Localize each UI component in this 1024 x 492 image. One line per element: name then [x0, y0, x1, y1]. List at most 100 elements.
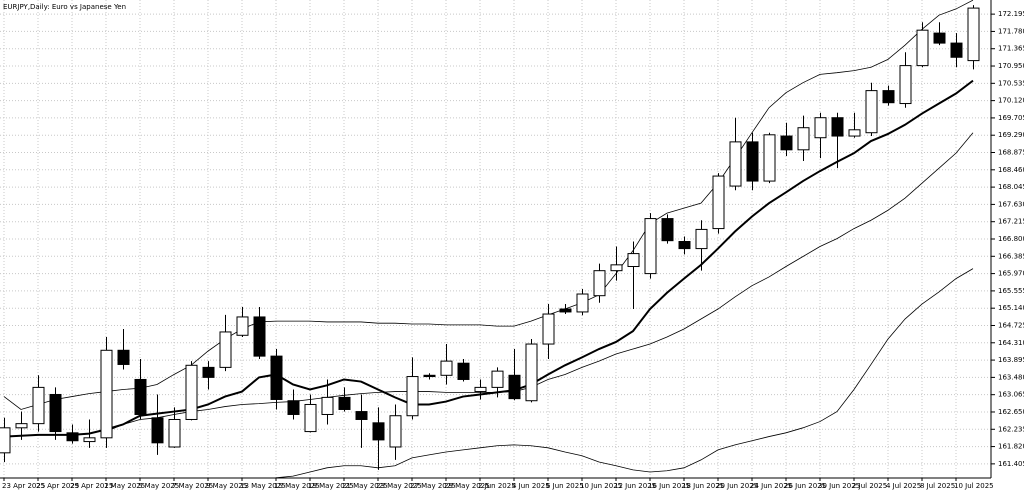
candle-body — [66, 432, 79, 442]
candle-body — [117, 349, 130, 365]
candle-body — [287, 400, 300, 415]
candle-body — [15, 423, 28, 429]
candle-body — [406, 376, 419, 417]
y-tick-label: 163.065 — [998, 391, 1024, 399]
candle-body — [338, 396, 351, 410]
x-tick-label: 21 May 2025 — [342, 482, 388, 490]
x-tick-label: 23 Apr 2025 — [2, 482, 45, 490]
candle-body — [236, 316, 249, 336]
y-tick-label: 171.780 — [998, 27, 1024, 35]
x-tick-label: 10 Jun 2025 — [580, 482, 622, 490]
y-tick-label: 166.385 — [998, 252, 1024, 260]
indicator-line — [3, 79, 974, 438]
x-tick-label: 12 Jun 2025 — [614, 482, 656, 490]
candle-body — [933, 32, 946, 44]
y-tick-label: 163.480 — [998, 373, 1024, 381]
indicator-line — [3, 0, 974, 410]
candle-body — [814, 117, 827, 139]
x-tick-label: 9 May 2025 — [206, 482, 247, 490]
candle-body — [661, 218, 674, 242]
x-tick-label: 24 Jun 2025 — [750, 482, 792, 490]
y-tick-label: 167.215 — [998, 218, 1024, 226]
candle-body — [83, 437, 96, 443]
candle-body — [695, 228, 708, 250]
candle-body — [610, 264, 623, 272]
candle-body — [389, 415, 402, 448]
candle-body — [32, 386, 45, 425]
candle-body — [49, 393, 62, 433]
candle-body — [440, 360, 453, 376]
candle-body — [372, 422, 385, 441]
x-tick-label: 27 May 2025 — [410, 482, 456, 490]
candle-body — [0, 427, 11, 454]
candle-body — [100, 349, 113, 439]
x-tick-label: 16 Jun 2025 — [648, 482, 690, 490]
y-tick-label: 162.650 — [998, 408, 1024, 416]
candle-body — [304, 403, 317, 433]
x-tick-label: 2 Jun 2025 — [478, 482, 516, 490]
candle-body — [916, 29, 929, 67]
chart-title: EURJPY,Daily: Euro vs Japanese Yen — [3, 3, 126, 11]
y-tick-label: 165.970 — [998, 270, 1024, 278]
x-tick-label: 8 Jul 2025 — [920, 482, 955, 490]
y-tick-label: 172.195 — [998, 10, 1024, 18]
y-tick-label: 167.630 — [998, 200, 1024, 208]
y-tick-label: 161.820 — [998, 443, 1024, 451]
y-tick-label: 163.895 — [998, 356, 1024, 364]
y-tick-label: 169.705 — [998, 114, 1024, 122]
candle-body — [508, 374, 521, 400]
x-tick-label: 13 May 2025 — [240, 482, 286, 490]
axis-labels: 172.195 171.780 171.365 170.950 170.535 170.1… — [2, 10, 1024, 490]
x-tick-label: 5 May 2025 — [138, 482, 179, 490]
y-tick-label: 168.460 — [998, 166, 1024, 174]
candle-body — [729, 141, 742, 187]
candle-body — [474, 386, 487, 393]
y-tick-label: 161.405 — [998, 460, 1024, 468]
y-tick-label: 162.235 — [998, 425, 1024, 433]
x-tick-label: 19 May 2025 — [308, 482, 354, 490]
y-tick-label: 166.800 — [998, 235, 1024, 243]
candle-body — [542, 313, 555, 345]
candle-body — [831, 117, 844, 137]
x-tick-label: 1 May 2025 — [104, 482, 145, 490]
candle-body — [525, 343, 538, 402]
y-tick-label: 165.555 — [998, 287, 1024, 295]
plot-area — [0, 0, 980, 478]
candle-body — [899, 65, 912, 105]
x-tick-label: 6 Jun 2025 — [546, 482, 584, 490]
x-tick-label: 4 Jun 2025 — [512, 482, 550, 490]
y-tick-label: 165.140 — [998, 304, 1024, 312]
y-tick-label: 170.950 — [998, 62, 1024, 70]
candle-body — [270, 355, 283, 400]
candle-body — [423, 374, 436, 378]
candle-body — [763, 134, 776, 182]
x-tick-label: 15 May 2025 — [274, 482, 320, 490]
x-tick-label: 20 Jun 2025 — [716, 482, 758, 490]
x-tick-label: 18 Jun 2025 — [682, 482, 724, 490]
y-tick-label: 164.310 — [998, 339, 1024, 347]
candle-body — [355, 411, 368, 420]
y-tick-label: 168.045 — [998, 183, 1024, 191]
candle-body — [321, 396, 334, 415]
candle-body — [491, 370, 504, 388]
candle-body — [780, 135, 793, 151]
y-tick-label: 168.875 — [998, 149, 1024, 157]
candle-body — [559, 308, 572, 313]
candle-body — [865, 90, 878, 134]
candle-body — [678, 241, 691, 250]
candle-body — [457, 362, 470, 380]
x-tick-label: 30 Jun 2025 — [818, 482, 860, 490]
candle-body — [219, 331, 232, 368]
candle-body — [576, 293, 589, 313]
x-tick-label: 23 May 2025 — [376, 482, 422, 490]
y-tick-label: 171.365 — [998, 45, 1024, 53]
candle-body — [185, 364, 198, 420]
x-tick-label: 2 Jul 2025 — [852, 482, 887, 490]
candle-body — [882, 90, 895, 104]
y-tick-label: 169.290 — [998, 131, 1024, 139]
x-tick-label: 4 Jul 2025 — [886, 482, 921, 490]
x-tick-label: 29 May 2025 — [444, 482, 490, 490]
